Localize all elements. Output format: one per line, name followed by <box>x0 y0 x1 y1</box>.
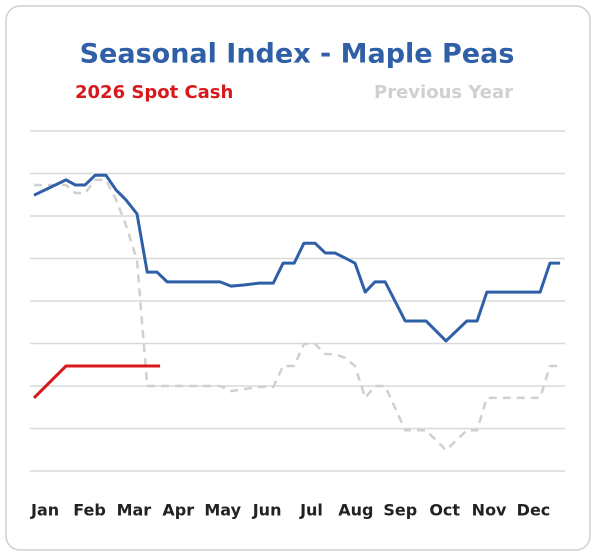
x-tick-label: Sep <box>383 501 417 520</box>
series-line <box>33 178 561 452</box>
x-tick-label: Apr <box>162 501 194 520</box>
series-line <box>32 364 161 399</box>
x-tick-label: Jan <box>30 501 59 520</box>
chart-title: Seasonal Index - Maple Peas <box>80 39 515 70</box>
x-tick-label: Mar <box>117 501 152 520</box>
x-tick-label: Dec <box>517 501 551 520</box>
x-tick-label: Jul <box>299 501 323 520</box>
x-tick-label: May <box>204 501 241 520</box>
x-tick-label: Feb <box>73 501 106 520</box>
x-tick-label: Oct <box>429 501 460 520</box>
frame <box>5 5 591 551</box>
legend-label: Previous Year <box>374 82 513 103</box>
legend-label: 2026 Spot Cash <box>75 82 233 103</box>
series-line <box>33 173 561 343</box>
x-tick-label: Aug <box>338 501 373 520</box>
x-tick-label: Nov <box>472 501 507 520</box>
x-tick-label: Jun <box>252 501 282 520</box>
